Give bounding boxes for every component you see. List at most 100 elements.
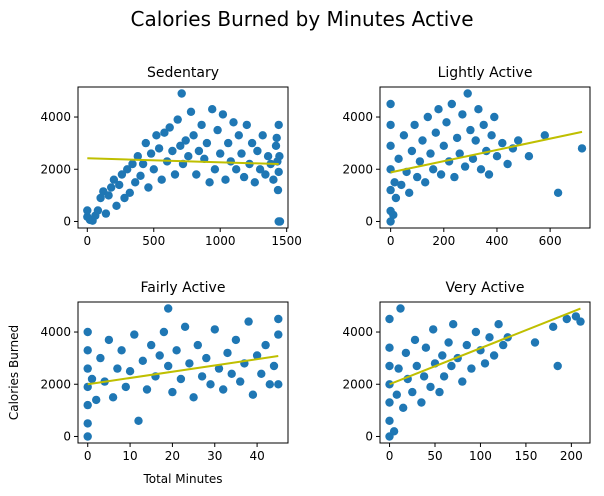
data-point	[490, 112, 499, 122]
data-point	[385, 398, 394, 407]
data-point	[154, 144, 164, 153]
plot-area	[385, 304, 585, 441]
data-point	[394, 154, 403, 163]
subplot-title: Lightly Active	[438, 65, 533, 81]
data-point	[155, 351, 164, 360]
data-point	[553, 361, 562, 371]
data-point	[248, 390, 258, 399]
data-point	[152, 131, 161, 140]
data-point	[138, 159, 148, 169]
data-point	[164, 361, 173, 371]
data-point	[117, 346, 126, 355]
data-point	[160, 128, 169, 137]
data-point	[176, 141, 185, 150]
data-point	[226, 157, 235, 166]
data-point	[134, 416, 143, 425]
data-point	[202, 138, 212, 148]
data-point	[263, 152, 273, 161]
data-point	[413, 172, 422, 182]
data-point	[447, 361, 456, 371]
data-point	[275, 152, 284, 161]
data-point	[250, 178, 259, 187]
data-point	[275, 217, 285, 226]
plot-area	[83, 89, 285, 226]
data-point	[426, 382, 435, 392]
x-tick-label: 50	[427, 449, 442, 463]
data-point	[458, 377, 467, 386]
data-point	[421, 178, 430, 187]
data-point	[450, 172, 459, 182]
data-point	[219, 385, 228, 394]
data-point	[242, 120, 251, 130]
data-point	[125, 367, 135, 376]
data-point	[109, 175, 119, 184]
data-point	[426, 149, 435, 158]
data-point	[274, 380, 283, 389]
data-point	[480, 359, 490, 368]
data-point	[274, 167, 283, 177]
data-point	[476, 165, 486, 174]
data-point	[173, 115, 182, 124]
subplot-fairly-active: Fairly Active 0 10 20 30 40 0 2000 4000 Total Min…	[7, 280, 289, 486]
x-tick-label: 0	[387, 234, 395, 248]
data-point	[83, 327, 92, 337]
x-tick-label: 1500	[271, 234, 302, 248]
data-point	[429, 165, 438, 174]
x-tick-label: 0	[386, 449, 394, 463]
data-point	[120, 193, 129, 203]
data-point	[83, 364, 92, 373]
data-point	[394, 364, 403, 373]
data-point	[206, 380, 215, 389]
data-point	[410, 120, 419, 130]
data-point	[136, 171, 145, 180]
axes-frame	[77, 301, 289, 444]
data-point	[479, 120, 488, 130]
data-point	[549, 322, 558, 331]
data-point	[253, 146, 262, 156]
y-tick-label: 4000	[40, 325, 71, 339]
data-point	[128, 159, 137, 169]
data-point	[168, 387, 177, 397]
data-point	[252, 351, 262, 360]
data-point	[468, 154, 478, 163]
x-tick-label: 600	[539, 234, 562, 248]
data-point	[471, 327, 481, 337]
data-point	[255, 165, 265, 174]
y-tick-label: 4000	[40, 110, 71, 124]
y-tick-label: 0	[63, 429, 71, 443]
data-point	[389, 427, 399, 436]
x-tick-label: 1000	[205, 234, 236, 248]
data-point	[208, 105, 217, 114]
data-point	[104, 191, 113, 200]
data-point	[92, 395, 101, 405]
data-point	[447, 99, 456, 109]
data-point	[83, 400, 92, 410]
data-point	[405, 188, 414, 197]
trend-line	[390, 130, 583, 174]
data-point	[96, 193, 105, 203]
x-tick-label: 200	[560, 449, 583, 463]
data-point	[83, 206, 92, 215]
data-point	[429, 325, 438, 334]
subplot-title: Very Active	[446, 280, 525, 296]
data-point	[157, 175, 166, 184]
data-point	[189, 393, 198, 402]
data-point	[232, 165, 241, 174]
data-point	[438, 351, 447, 360]
data-point	[492, 152, 502, 161]
data-point	[407, 146, 417, 156]
data-point	[130, 330, 139, 339]
figure-title: Calories Burned by Minutes Active	[130, 7, 473, 31]
data-point	[258, 131, 267, 140]
data-point	[131, 178, 140, 187]
data-point	[194, 146, 204, 156]
data-point	[214, 364, 224, 373]
x-tick-label: 150	[514, 449, 537, 463]
data-point	[269, 175, 278, 184]
data-point	[213, 125, 222, 135]
data-point	[197, 120, 206, 130]
data-point	[487, 131, 496, 140]
y-tick-label: 0	[365, 429, 373, 443]
data-point	[386, 120, 395, 130]
data-point	[261, 170, 270, 179]
